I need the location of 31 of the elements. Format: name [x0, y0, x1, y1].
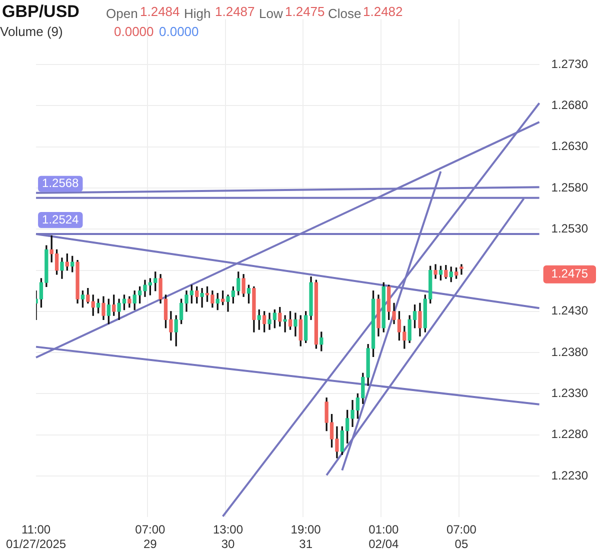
y-tick-label: 1.2580 [551, 180, 588, 194]
annotation: Open [106, 6, 138, 21]
annotation: 0.0000 [114, 24, 154, 39]
annotation: 0.0000 [159, 24, 199, 39]
chart-title: GBP/USD [2, 2, 80, 22]
y-tick-label: 1.2530 [551, 221, 588, 236]
x-tick-label: 07:00 05 [446, 522, 477, 552]
y-tick-label: 1.2230 [551, 468, 588, 482]
text: 1.2487 [215, 4, 255, 19]
x-tick-label: 01:00 02/04 [368, 522, 399, 552]
x-tick-label: 07:00 29 [135, 522, 166, 552]
annotation: Volume (9) [0, 24, 63, 39]
ref-line-label: 1.2568 [42, 176, 80, 190]
y-tick-label: 1.2730 [551, 56, 588, 71]
x-tick-label: 13:00 30 [212, 522, 244, 552]
text: 1.2482 [363, 4, 403, 19]
text: 1.2475 [551, 266, 588, 281]
y-tick-label: 1.2380 [551, 344, 588, 359]
x-tick-label: 11:00 01/27/2025 [6, 522, 66, 552]
text: 1.2484 [140, 4, 180, 19]
y-tick-label: 1.2630 [551, 139, 588, 154]
y-tick-label: 1.2330 [551, 386, 588, 400]
y-tick-label: 1.2280 [551, 427, 588, 442]
ref-line-label: 1.2524 [42, 212, 80, 226]
annotation: High [184, 6, 211, 21]
text: 1.2475 [285, 4, 325, 19]
annotation: Low [259, 6, 283, 21]
y-tick-label: 1.2430 [551, 304, 588, 318]
y-tick-label: 1.2680 [551, 98, 588, 112]
annotation: Close [328, 6, 362, 21]
x-tick-label: 19:00 31 [290, 522, 322, 552]
